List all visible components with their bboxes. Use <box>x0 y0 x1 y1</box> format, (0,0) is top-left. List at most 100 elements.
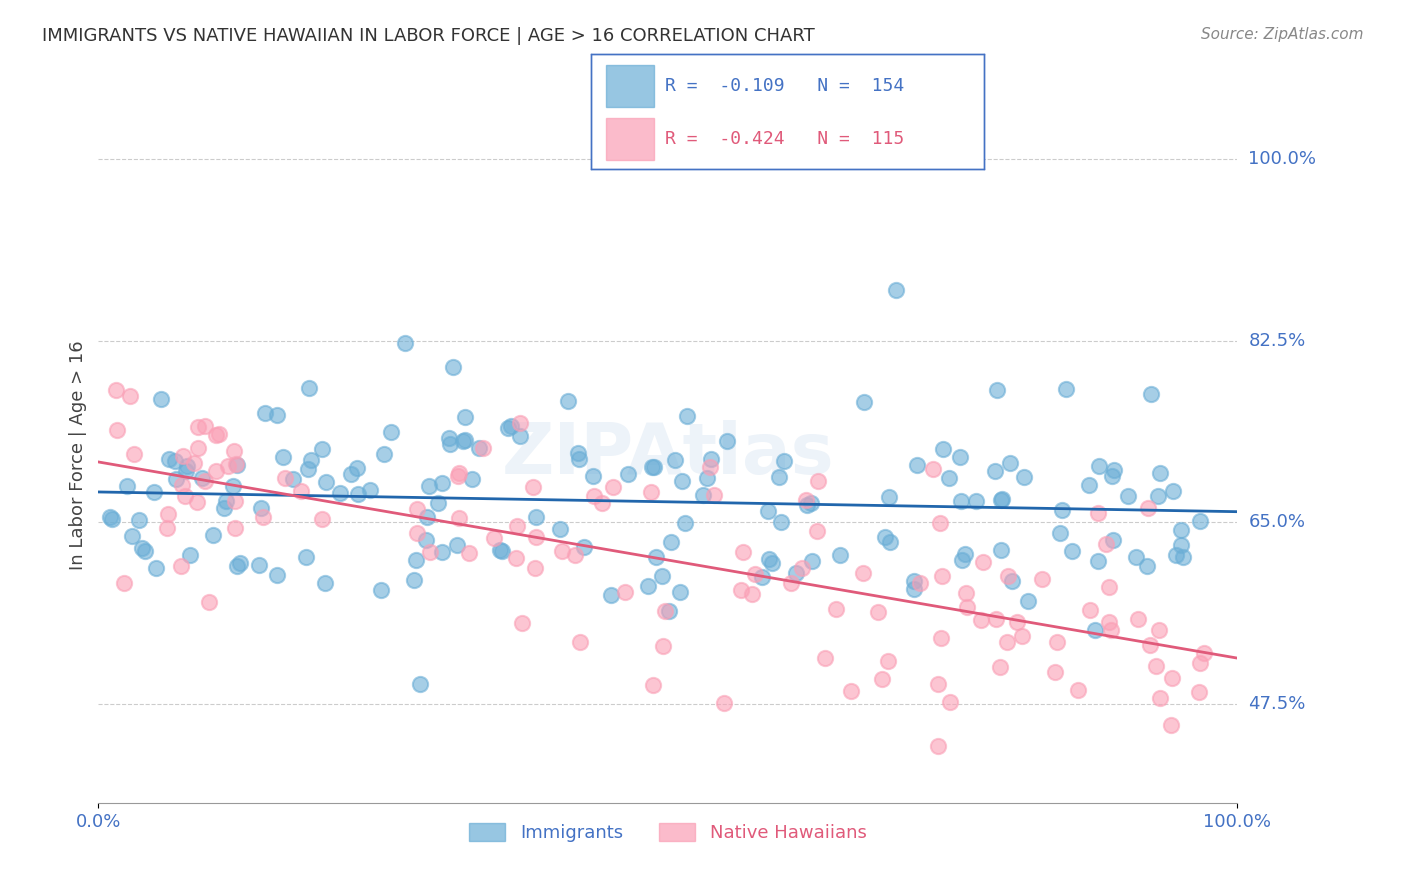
Point <box>744 567 766 582</box>
Point <box>105 423 128 437</box>
Point <box>801 554 824 568</box>
Point <box>953 548 976 562</box>
Point <box>879 535 901 549</box>
Point <box>1049 525 1071 540</box>
Point <box>101 512 124 526</box>
Point <box>172 449 194 463</box>
Point <box>415 533 437 547</box>
Point <box>839 684 862 698</box>
Point <box>637 579 659 593</box>
Point <box>419 544 441 558</box>
Point <box>406 502 429 516</box>
Point <box>1188 656 1211 670</box>
Point <box>929 631 952 645</box>
Point <box>274 471 297 485</box>
Point <box>439 437 461 451</box>
Point <box>283 472 305 486</box>
Point <box>224 444 246 458</box>
Point <box>416 510 439 524</box>
Point <box>394 336 416 351</box>
Point <box>524 509 547 524</box>
Point <box>446 538 468 552</box>
Point <box>769 515 792 529</box>
Point <box>568 452 591 467</box>
Point <box>548 522 571 536</box>
Point <box>938 695 960 709</box>
Point <box>910 576 932 591</box>
Point <box>700 451 723 466</box>
Point <box>1147 624 1170 638</box>
Point <box>591 496 613 510</box>
Point <box>359 483 381 497</box>
Point <box>118 389 141 403</box>
Point <box>927 739 949 753</box>
Point <box>115 479 138 493</box>
Point <box>1088 458 1111 473</box>
Point <box>402 574 425 588</box>
Point <box>1046 635 1069 649</box>
Bar <box>606 119 654 161</box>
Point <box>506 518 529 533</box>
Point <box>499 419 522 434</box>
Point <box>932 442 955 456</box>
Point <box>224 521 246 535</box>
Point <box>990 543 1012 558</box>
Point <box>205 464 228 478</box>
Point <box>509 417 531 431</box>
Point <box>1166 548 1188 562</box>
Point <box>315 475 337 489</box>
Point <box>582 468 605 483</box>
Point <box>157 508 180 522</box>
Legend: Immigrants, Native Hawaiians: Immigrants, Native Hawaiians <box>463 815 873 849</box>
Point <box>796 498 818 512</box>
Point <box>713 696 735 710</box>
Point <box>447 466 470 480</box>
Point <box>1102 463 1125 477</box>
Point <box>298 381 321 395</box>
Point <box>921 462 943 476</box>
Point <box>873 530 896 544</box>
Point <box>131 541 153 555</box>
Point <box>664 453 686 467</box>
Point <box>955 585 977 599</box>
Point <box>194 419 217 434</box>
Point <box>225 458 247 472</box>
Text: R =  -0.109   N =  154: R = -0.109 N = 154 <box>665 77 904 95</box>
Point <box>253 406 276 420</box>
Point <box>380 425 402 439</box>
Point <box>696 471 718 485</box>
Point <box>990 491 1012 506</box>
Point <box>997 569 1019 583</box>
Point <box>956 599 979 614</box>
Point <box>156 521 179 535</box>
Point <box>613 585 636 599</box>
Point <box>172 477 194 491</box>
Point <box>984 464 1007 478</box>
Point <box>779 576 801 591</box>
Point <box>157 452 180 467</box>
Point <box>949 450 972 464</box>
Point <box>741 587 763 601</box>
Point <box>986 383 1008 397</box>
Point <box>458 545 481 559</box>
Point <box>1170 524 1192 538</box>
Point <box>1126 611 1149 625</box>
Point <box>1084 623 1107 637</box>
Point <box>1078 603 1101 617</box>
Point <box>122 447 145 461</box>
Point <box>800 496 823 510</box>
Point <box>174 489 197 503</box>
Point <box>194 474 217 488</box>
Text: 100.0%: 100.0% <box>1249 150 1316 168</box>
Point <box>824 602 846 616</box>
Point <box>872 672 894 686</box>
Point <box>222 478 245 492</box>
Point <box>451 434 474 448</box>
Point <box>645 550 668 565</box>
Point <box>311 512 333 526</box>
Point <box>730 583 752 598</box>
Point <box>905 458 928 472</box>
Point <box>522 480 544 494</box>
Point <box>224 494 246 508</box>
Point <box>1188 514 1211 528</box>
